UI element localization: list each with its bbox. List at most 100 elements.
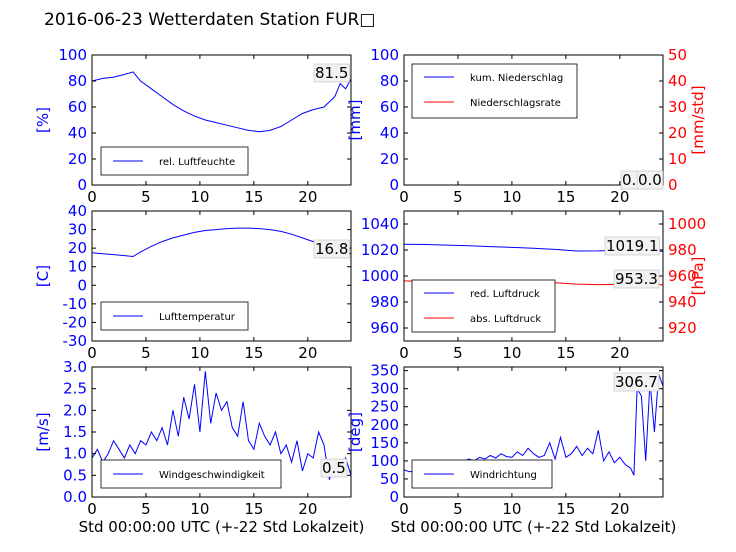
y2-tick-label: 40 <box>668 72 687 90</box>
y-tick-label: 100 <box>370 46 399 64</box>
y-tick-label: 150 <box>370 434 399 452</box>
y-tick-label: 980 <box>370 293 399 311</box>
legend-label: Windrichtung <box>470 470 537 481</box>
value-annotation-box <box>636 170 664 190</box>
y-tick-label: 0 <box>389 488 399 506</box>
x-tick-label: 15 <box>244 188 263 206</box>
y-tick-label: 1000 <box>361 267 399 285</box>
x-tick-label: 0 <box>399 188 409 206</box>
x-tick-label: 5 <box>141 344 151 362</box>
value-annotation-box <box>604 236 660 256</box>
y-tick-label: 40 <box>68 202 87 220</box>
legend: kum. Niederschlag Niederschlagsrate <box>411 63 578 119</box>
x-tick-label: 5 <box>453 344 463 362</box>
legend-label: Niederschlagsrate <box>470 98 561 109</box>
y2-tick-label: 50 <box>668 46 687 64</box>
y-tick-label: 3.0 <box>63 358 87 376</box>
x-tick-label: 10 <box>502 188 521 206</box>
y-tick-label: 0 <box>77 276 87 294</box>
y-tick-label: 200 <box>370 416 399 434</box>
y-tick-label: 80 <box>68 72 87 90</box>
x-tick-label: 0 <box>87 188 97 206</box>
x-tick-label: 10 <box>190 188 209 206</box>
legend-label: rel. Luftfeuchte <box>159 157 235 168</box>
x-tick-label: 0 <box>87 500 97 518</box>
y2-tick-label: 0 <box>668 176 678 194</box>
x-tick-label: 15 <box>244 500 263 518</box>
x-tick-label: 20 <box>610 188 629 206</box>
y-tick-label: 20 <box>68 150 87 168</box>
x-tick-label: 5 <box>453 188 463 206</box>
legend: Lufttemperatur <box>100 301 249 331</box>
value-annotation: 0.0 <box>636 170 664 190</box>
x-tick-label: 10 <box>502 344 521 362</box>
y-tick-label: 20 <box>68 239 87 257</box>
legend-label: red. Luftdruck <box>470 289 540 300</box>
y-tick-label: -30 <box>63 332 88 350</box>
x-tick-label: 15 <box>556 500 575 518</box>
y2-tick-label: 1000 <box>668 215 706 233</box>
series-line-wind_speed-0 <box>92 371 351 480</box>
value-annotation: 81.5 <box>313 63 350 83</box>
value-annotation-text: 1019.1 <box>606 237 659 255</box>
y-tick-label: 1020 <box>361 241 399 259</box>
legend-label: kum. Niederschlag <box>470 73 563 84</box>
y-axis-label: [C] <box>34 265 52 287</box>
chart-precipitation: 0 5 10 15 20 0 20 40 60 80 100 0 10 20 30 40 50 [mm/std] [… <box>346 46 707 206</box>
x-tick-label: 20 <box>298 500 317 518</box>
y-tick-label: 0.5 <box>63 466 87 484</box>
x-tick-label: 5 <box>453 500 463 518</box>
y-tick-label: 1.0 <box>63 445 87 463</box>
value-annotation-text: 953.3 <box>615 270 658 288</box>
y-tick-label: 100 <box>370 452 399 470</box>
y-tick-label: 30 <box>68 221 87 239</box>
value-annotation-box <box>320 458 348 478</box>
x-tick-label: 20 <box>610 500 629 518</box>
y-axis-label: [m/s] <box>34 412 52 451</box>
legend: red. Luftdruck abs. Luftdruck <box>411 279 556 333</box>
y2-tick-label: 10 <box>668 150 687 168</box>
y-tick-label: 250 <box>370 398 399 416</box>
value-annotation: 306.7 <box>613 372 660 392</box>
x-tick-label: 15 <box>556 188 575 206</box>
y2-tick-label: 940 <box>668 293 697 311</box>
value-annotation-text: 16.8 <box>315 240 348 258</box>
value-annotation-box <box>313 239 350 259</box>
y2-tick-label: 20 <box>668 124 687 142</box>
y-tick-label: 0 <box>77 176 87 194</box>
x-axis-label: Std 00:00:00 UTC (+-22 Std Lokalzeit) <box>391 518 677 536</box>
y-tick-label: 40 <box>380 124 399 142</box>
axes-frame <box>403 366 664 498</box>
axes-frame <box>91 54 352 186</box>
x-tick-label: 15 <box>244 344 263 362</box>
chart-temperature: 0 5 10 15 20-30-20-10010203040[C]Lufttempera… <box>34 202 352 362</box>
y-tick-label: 0.0 <box>63 488 87 506</box>
y-tick-label: 40 <box>68 124 87 142</box>
chart-humidity: 0 5 10 15 20 0 20 40 60 80 100 [%] rel. Luftfeuchte 8… <box>34 46 352 206</box>
x-tick-label: 0 <box>399 500 409 518</box>
y-tick-label: 0 <box>389 176 399 194</box>
x-tick-label: 5 <box>141 188 151 206</box>
value-annotation-text: 0.0 <box>638 171 662 189</box>
x-tick-label: 20 <box>298 188 317 206</box>
value-annotation-box <box>613 372 660 392</box>
y-axis-label: [%] <box>34 107 52 133</box>
y-tick-label: 350 <box>370 362 399 380</box>
legend-box <box>411 279 556 333</box>
x-tick-label: 10 <box>502 500 521 518</box>
chart-wind_speed: 0 5 10 15 20 0.0 0.5 1.0 1.5 2.0 2.5 3.0 [m/s] Windge… <box>34 358 364 536</box>
value-annotation: 16.8 <box>313 239 350 259</box>
value-annotation: 1019.1 <box>604 236 660 256</box>
y-tick-label: 10 <box>68 258 87 276</box>
y-tick-label: 300 <box>370 380 399 398</box>
y-tick-label: 1040 <box>361 215 399 233</box>
y-tick-label: -20 <box>63 313 88 331</box>
y-axis-label: [mm] <box>346 100 364 141</box>
chart-wind_direction: 0 5 10 15 20050100150200250300350[deg]Windri… <box>346 362 676 536</box>
value-annotation-text: 0.5 <box>322 459 346 477</box>
value-annotation-text: 306.7 <box>615 373 658 391</box>
x-tick-label: 5 <box>141 500 151 518</box>
x-tick-label: 15 <box>556 344 575 362</box>
value-annotation-box <box>613 269 660 289</box>
legend-box <box>411 63 578 119</box>
